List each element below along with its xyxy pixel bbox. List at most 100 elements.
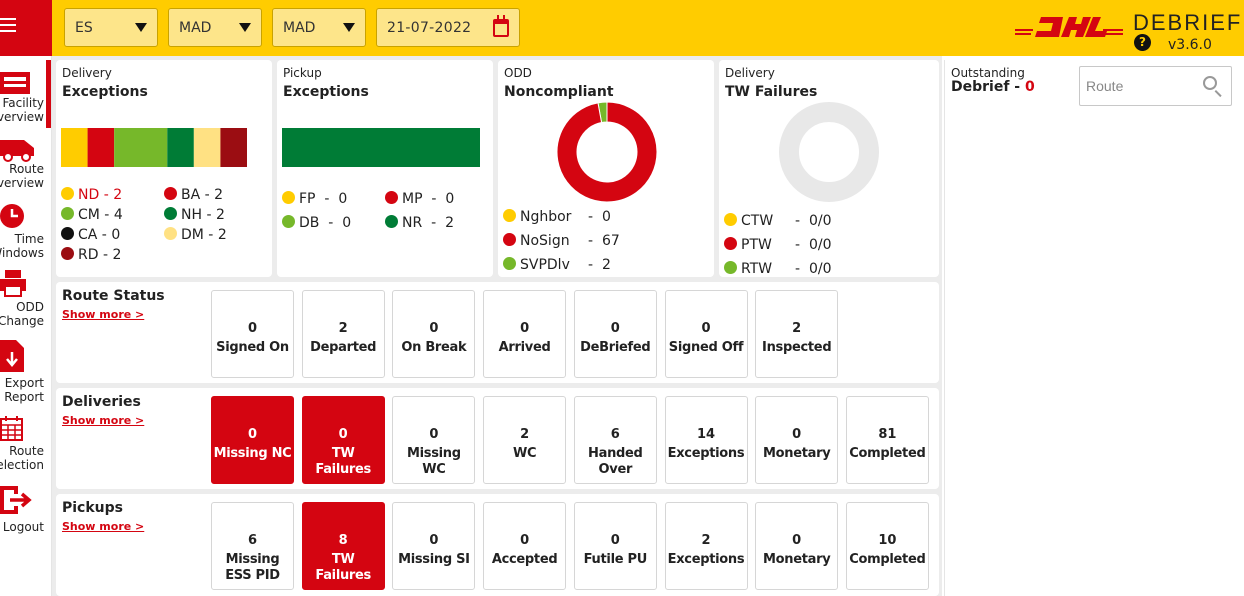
- pickups-tile-exceptions[interactable]: 2 Exceptions: [664, 502, 748, 590]
- tile-label: Signed Off: [668, 340, 744, 355]
- deliveries-tile-completed[interactable]: 81 Completed: [845, 396, 929, 484]
- pickups-tile-tw-failures[interactable]: 8 TW Failures: [301, 502, 385, 590]
- odd-noncompliant-card[interactable]: ODD Noncompliant Nghbor - 0 NoSign - 67 SV…: [498, 60, 714, 277]
- sidebar-item-label: Windows: [0, 246, 44, 260]
- tile-value: 2: [520, 427, 530, 442]
- menu-button[interactable]: [0, 0, 52, 56]
- bar-segment-dm: [193, 128, 221, 167]
- legend-value: 2: [445, 215, 454, 231]
- deliveries-section: Deliveries Show more > 0 Missing NC 0 TW Fa…: [56, 388, 939, 489]
- legend-item-dm: DM - 2: [164, 227, 227, 243]
- legend-dot: [61, 247, 74, 260]
- tile-label: Futile PU: [583, 552, 648, 567]
- deliveries-tile-missing-nc[interactable]: 0 Missing NC: [211, 396, 294, 484]
- legend-dot: [164, 187, 177, 200]
- legend-dot: [61, 207, 74, 220]
- search-icon[interactable]: [1203, 76, 1217, 90]
- pickup-exceptions-card[interactable]: Pickup Exceptions FP - 0 MP - 0 DB - 0 N…: [277, 60, 493, 277]
- legend-code: RD: [78, 247, 99, 263]
- tile-value: 0: [429, 533, 439, 548]
- deliveries-tile-tw-failures[interactable]: 0 TW Failures: [301, 396, 385, 484]
- legend-dot: [61, 187, 74, 200]
- date-value: 21-07-2022: [387, 19, 472, 36]
- tile-label: Monetary: [762, 446, 831, 461]
- help-icon[interactable]: ?: [1134, 34, 1151, 51]
- country-select[interactable]: ES: [64, 8, 158, 47]
- calendar-icon[interactable]: [493, 14, 509, 37]
- route-status-tile-departed[interactable]: 2 Departed: [301, 290, 385, 378]
- facility-select[interactable]: MAD: [168, 8, 262, 47]
- legend-dot: [385, 191, 398, 204]
- deliveries-tile-monetary[interactable]: 0 Monetary: [755, 396, 839, 484]
- tile-label: DeBriefed: [580, 340, 651, 355]
- legend-code: ND: [78, 187, 100, 203]
- clock-icon: [0, 204, 24, 228]
- calendar-grid-icon: [0, 416, 23, 441]
- chevron-down-icon: [239, 23, 251, 32]
- route-status-tile-signed-on[interactable]: 0 Signed On: [211, 290, 294, 378]
- legend-item-ctw: CTW - 0/0: [724, 213, 831, 229]
- tile-label: Accepted: [491, 552, 558, 567]
- tw-failures-card[interactable]: Delivery TW Failures CTW - 0/0 PTW - 0/0 R…: [719, 60, 939, 277]
- legend-value: 67: [601, 233, 620, 249]
- legend-code: NH: [181, 207, 202, 223]
- top-bar: ES MAD MAD 21-07-2022 DEBRIEF ? v3.6.0: [0, 0, 1244, 56]
- tile-value: 0: [429, 427, 439, 442]
- sidebar-item-time-windows[interactable]: Time Windows: [0, 200, 51, 264]
- hamburger-icon: [0, 24, 16, 26]
- pickups-tile-monetary[interactable]: 0 Monetary: [755, 502, 839, 590]
- section-title: Pickups: [62, 500, 123, 516]
- legend-code: BA: [181, 187, 201, 203]
- route-status-tile-arrived[interactable]: 0 Arrived: [483, 290, 567, 378]
- legend-value: 0: [342, 215, 352, 231]
- tile-value: 10: [878, 533, 897, 548]
- station-select-value: MAD: [283, 19, 316, 36]
- tile-label: WC: [512, 446, 537, 461]
- legend-item-ca: CA - 0: [61, 227, 120, 243]
- route-status-show-more-link[interactable]: Show more >: [62, 308, 145, 321]
- outstanding-title-text: Debrief -: [951, 79, 1025, 95]
- legend-item-nghbor: Nghbor - 0: [503, 209, 611, 225]
- sidebar-item-label: Report: [4, 390, 44, 404]
- pickups-tile-futile-pu[interactable]: 0 Futile PU: [573, 502, 657, 590]
- pickups-tile-missing-si[interactable]: 0 Missing SI: [392, 502, 476, 590]
- deliveries-tile-missing-wc[interactable]: 0 Missing WC: [392, 396, 476, 484]
- sidebar-item-route-selection[interactable]: Route Selection: [0, 414, 51, 478]
- dhl-logo: [1015, 17, 1123, 37]
- sidebar-item-facility-overview[interactable]: Facility Overview: [0, 60, 51, 128]
- pickups-show-more-link[interactable]: Show more >: [62, 520, 145, 533]
- route-status-tile-debriefed[interactable]: 0 DeBriefed: [573, 290, 657, 378]
- sidebar-item-odd-change[interactable]: ODD Change: [0, 268, 51, 332]
- sidebar-item-route-overview[interactable]: Route Overview: [0, 132, 51, 196]
- odd-donut-chart: [556, 101, 658, 203]
- brand-name: DEBRIEF: [1133, 10, 1243, 35]
- deliveries-tile-exceptions[interactable]: 14 Exceptions: [664, 396, 748, 484]
- sidebar-item-export-report[interactable]: Export Report: [0, 338, 51, 404]
- legend-dot: [503, 209, 516, 222]
- route-status-tile-signed-off[interactable]: 0 Signed Off: [664, 290, 748, 378]
- deliveries-show-more-link[interactable]: Show more >: [62, 414, 145, 427]
- legend-item-nh: NH - 2: [164, 207, 225, 223]
- pickups-tile-missing-ess-pid[interactable]: 6 Missing ESS PID: [211, 502, 294, 590]
- tile-value: 0: [610, 533, 620, 548]
- route-status-tile-inspected[interactable]: 2 Inspected: [755, 290, 839, 378]
- legend-item-ba: BA - 2: [164, 187, 223, 203]
- station-select[interactable]: MAD: [272, 8, 366, 47]
- sidebar-item-logout[interactable]: Logout: [0, 484, 51, 540]
- legend-value: 2: [217, 227, 227, 243]
- outstanding-count: 0: [1025, 79, 1035, 95]
- card-subtitle: Delivery: [725, 66, 775, 80]
- tile-value: 6: [610, 427, 620, 442]
- legend-code: RTW: [741, 261, 773, 277]
- pickups-tile-completed[interactable]: 10 Completed: [845, 502, 929, 590]
- date-picker[interactable]: 21-07-2022: [376, 8, 520, 47]
- tile-value: 0: [429, 321, 439, 336]
- deliveries-tile-handed-over[interactable]: 6 Handed Over: [573, 396, 657, 484]
- legend-item-cm: CM - 4: [61, 207, 123, 223]
- pickups-tile-accepted[interactable]: 0 Accepted: [483, 502, 567, 590]
- deliveries-tile-wc[interactable]: 2 WC: [483, 396, 567, 484]
- legend-value: 0: [445, 191, 455, 207]
- route-status-tile-on-break[interactable]: 0 On Break: [392, 290, 476, 378]
- legend-dot: [282, 191, 295, 204]
- delivery-exceptions-card[interactable]: Delivery Exceptions ND - 2 BA - 2 CM - 4…: [56, 60, 272, 277]
